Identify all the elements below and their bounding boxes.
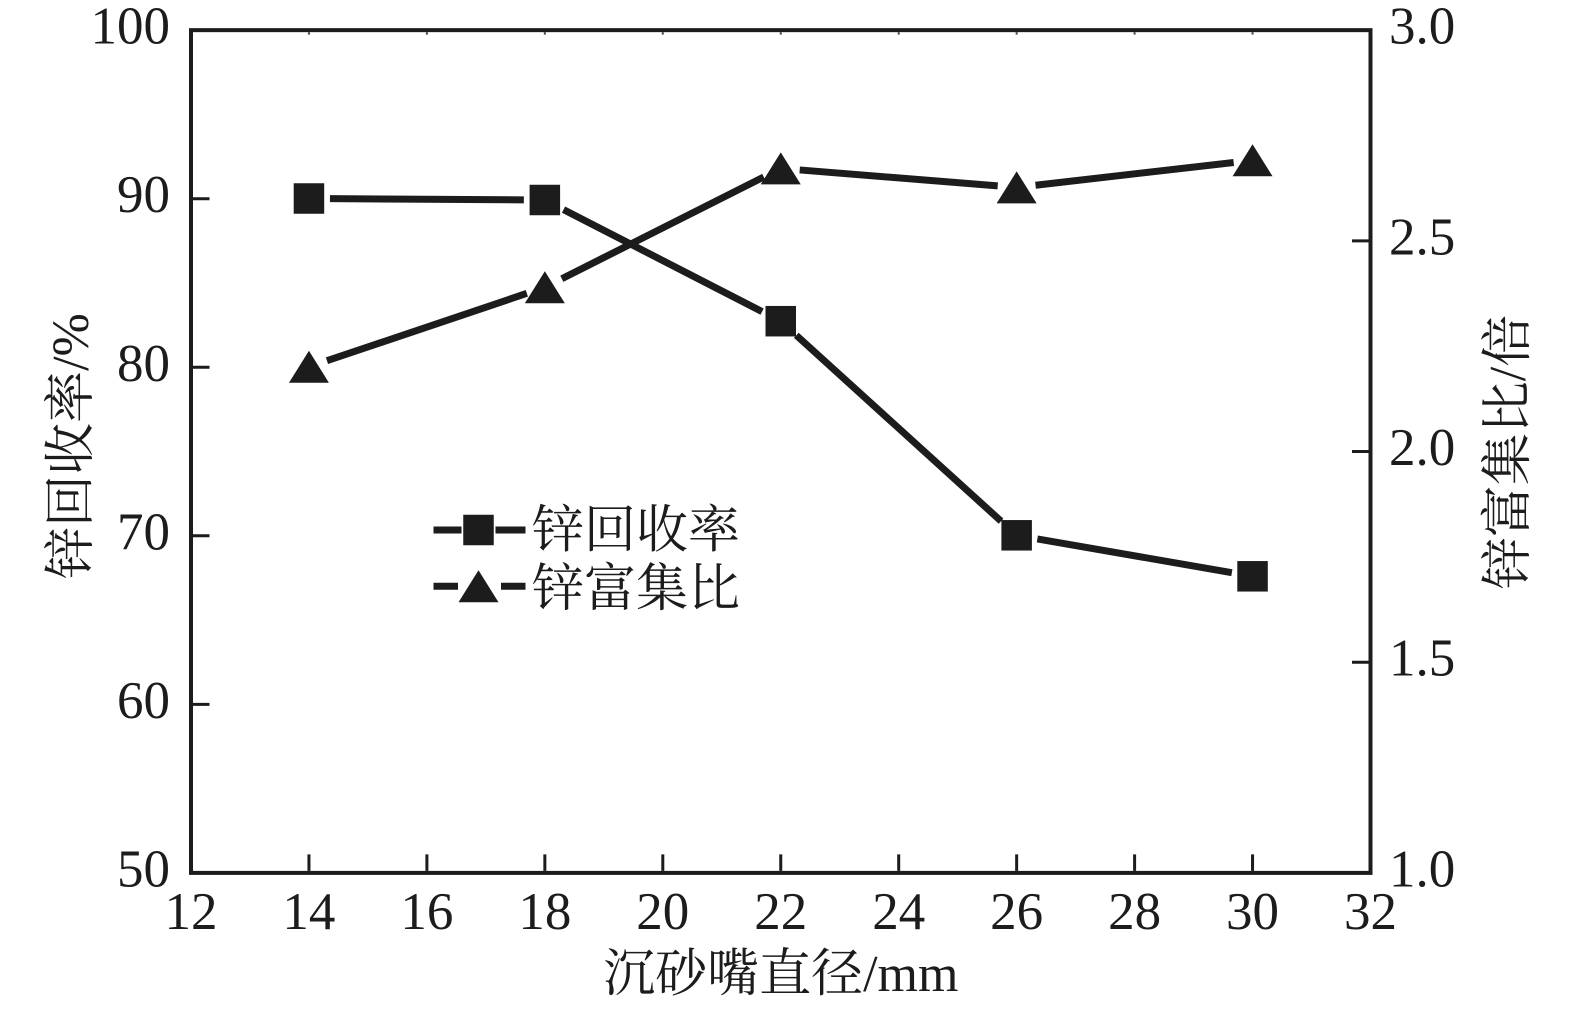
svg-text:26: 26	[990, 883, 1043, 941]
svg-text:/mm: /mm	[863, 946, 958, 1003]
svg-text:80: 80	[117, 335, 170, 393]
svg-text:50: 50	[117, 840, 170, 898]
svg-text:1.5: 1.5	[1389, 630, 1455, 688]
svg-text:20: 20	[636, 883, 689, 941]
svg-text:1.0: 1.0	[1389, 840, 1455, 898]
svg-text:100: 100	[91, 0, 171, 56]
svg-text:3.0: 3.0	[1389, 0, 1455, 56]
svg-text:18: 18	[518, 883, 571, 941]
svg-text:70: 70	[117, 503, 170, 561]
svg-text:60: 60	[117, 672, 170, 730]
svg-text:12: 12	[165, 883, 218, 941]
svg-text:/%: /%	[43, 313, 100, 371]
svg-text:2.5: 2.5	[1389, 208, 1455, 266]
svg-text:14: 14	[282, 883, 335, 941]
svg-text:32: 32	[1344, 883, 1397, 941]
svg-text:90: 90	[117, 166, 170, 224]
svg-text:24: 24	[872, 883, 925, 941]
svg-text:22: 22	[754, 883, 807, 941]
svg-text:2.0: 2.0	[1389, 419, 1455, 477]
svg-text:28: 28	[1108, 883, 1161, 941]
svg-text:/: /	[1480, 366, 1537, 381]
svg-text:16: 16	[400, 883, 453, 941]
svg-text:30: 30	[1226, 883, 1279, 941]
